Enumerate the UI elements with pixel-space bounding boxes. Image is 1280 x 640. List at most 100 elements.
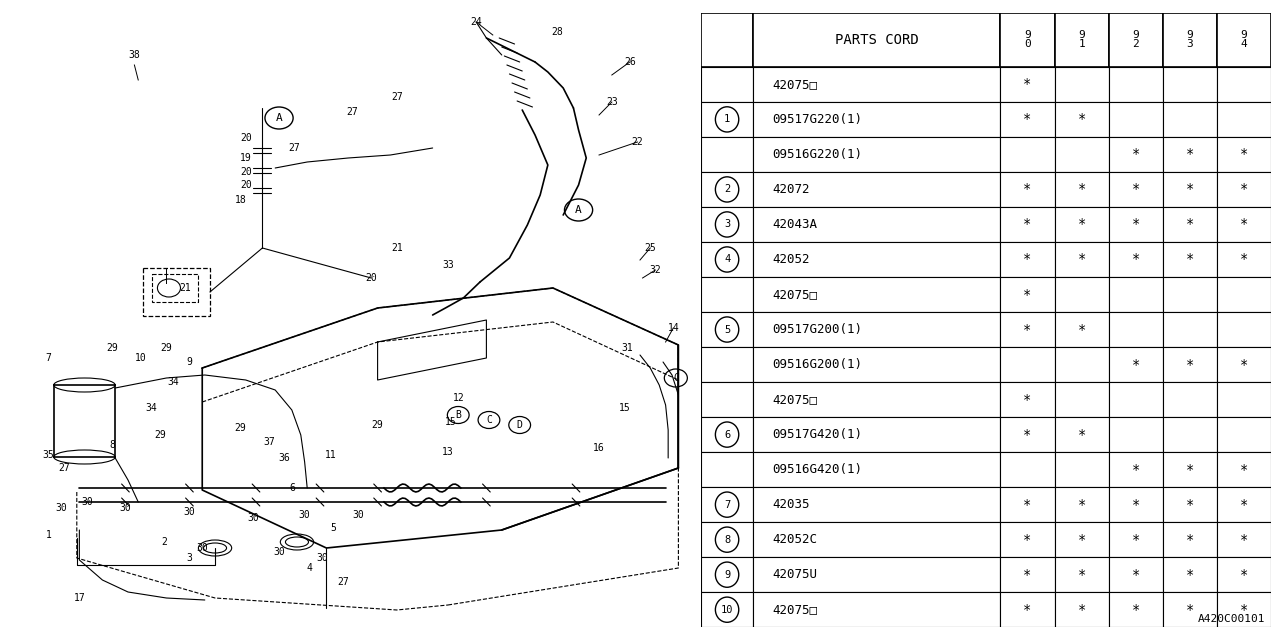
Text: *: * bbox=[1023, 113, 1032, 126]
Text: 30: 30 bbox=[298, 510, 311, 520]
Bar bbox=[1108, 137, 1162, 172]
Bar bbox=[701, 277, 753, 312]
Bar bbox=[1108, 382, 1162, 417]
Text: 42075U: 42075U bbox=[773, 568, 818, 581]
Text: 27: 27 bbox=[390, 92, 403, 102]
Text: *: * bbox=[1185, 532, 1194, 547]
Text: *: * bbox=[1240, 358, 1248, 372]
Text: 29: 29 bbox=[106, 343, 119, 353]
Bar bbox=[753, 13, 1001, 67]
Bar bbox=[701, 312, 753, 347]
Text: 9: 9 bbox=[724, 570, 730, 580]
Bar bbox=[701, 522, 753, 557]
Bar bbox=[1108, 452, 1162, 487]
Bar bbox=[1217, 242, 1271, 277]
Text: *: * bbox=[1185, 498, 1194, 511]
Bar bbox=[701, 242, 753, 277]
Bar bbox=[1162, 452, 1217, 487]
Text: 30: 30 bbox=[55, 503, 68, 513]
Bar bbox=[152, 274, 198, 302]
Text: 42075□: 42075□ bbox=[773, 288, 818, 301]
Text: 27: 27 bbox=[58, 463, 70, 473]
Ellipse shape bbox=[198, 540, 232, 556]
Bar bbox=[701, 172, 753, 207]
Bar bbox=[1162, 347, 1217, 382]
Bar bbox=[1162, 67, 1217, 102]
Circle shape bbox=[716, 247, 739, 272]
Text: *: * bbox=[1023, 532, 1032, 547]
Bar bbox=[753, 312, 1001, 347]
Text: A: A bbox=[275, 113, 283, 123]
Text: 29: 29 bbox=[154, 430, 166, 440]
Bar bbox=[1162, 277, 1217, 312]
Text: *: * bbox=[1132, 182, 1140, 196]
Text: 33: 33 bbox=[442, 260, 454, 270]
Ellipse shape bbox=[204, 543, 227, 553]
Bar bbox=[1055, 242, 1108, 277]
Text: 42043A: 42043A bbox=[773, 218, 818, 231]
Bar bbox=[753, 522, 1001, 557]
Text: *: * bbox=[1185, 603, 1194, 617]
Bar bbox=[701, 417, 753, 452]
Bar bbox=[1108, 347, 1162, 382]
Bar bbox=[1108, 592, 1162, 627]
Bar bbox=[1162, 557, 1217, 592]
Text: 15: 15 bbox=[618, 403, 631, 413]
Bar bbox=[1217, 557, 1271, 592]
Bar bbox=[753, 242, 1001, 277]
Bar bbox=[753, 137, 1001, 172]
Bar bbox=[753, 102, 1001, 137]
Bar bbox=[1055, 347, 1108, 382]
Text: *: * bbox=[1023, 77, 1032, 92]
Bar bbox=[1108, 102, 1162, 137]
Circle shape bbox=[509, 417, 531, 433]
Circle shape bbox=[155, 283, 178, 301]
Text: 9
3: 9 3 bbox=[1187, 31, 1193, 49]
Bar bbox=[1001, 137, 1055, 172]
Bar bbox=[1217, 592, 1271, 627]
Text: 12: 12 bbox=[452, 393, 465, 403]
Bar bbox=[1001, 347, 1055, 382]
Bar bbox=[701, 102, 753, 137]
Bar bbox=[1055, 277, 1108, 312]
Bar bbox=[1055, 13, 1108, 67]
Bar bbox=[1217, 67, 1271, 102]
Bar bbox=[1055, 382, 1108, 417]
Bar bbox=[753, 67, 1001, 102]
Text: 23: 23 bbox=[605, 97, 618, 107]
Bar bbox=[701, 452, 753, 487]
Text: *: * bbox=[1078, 323, 1085, 337]
Text: *: * bbox=[1023, 253, 1032, 266]
Text: 1: 1 bbox=[724, 115, 730, 124]
Text: 8: 8 bbox=[724, 534, 730, 545]
Text: *: * bbox=[1023, 323, 1032, 337]
Bar bbox=[1001, 172, 1055, 207]
Bar bbox=[1055, 102, 1108, 137]
Bar bbox=[1217, 382, 1271, 417]
Text: 30: 30 bbox=[119, 503, 132, 513]
Bar bbox=[701, 67, 753, 102]
Circle shape bbox=[716, 212, 739, 237]
Text: *: * bbox=[1078, 182, 1085, 196]
Bar bbox=[701, 207, 753, 242]
Text: 28: 28 bbox=[550, 27, 563, 37]
Text: 10: 10 bbox=[721, 605, 733, 614]
Bar bbox=[1055, 522, 1108, 557]
Bar bbox=[1055, 487, 1108, 522]
Text: 9
2: 9 2 bbox=[1133, 31, 1139, 49]
Text: *: * bbox=[1078, 428, 1085, 442]
Text: *: * bbox=[1078, 218, 1085, 232]
Text: *: * bbox=[1240, 182, 1248, 196]
Text: 18: 18 bbox=[234, 195, 247, 205]
Text: C: C bbox=[673, 373, 678, 383]
Bar bbox=[1217, 13, 1271, 67]
Text: 38: 38 bbox=[128, 50, 141, 60]
Bar bbox=[1108, 522, 1162, 557]
Ellipse shape bbox=[54, 450, 115, 464]
Bar bbox=[1055, 207, 1108, 242]
Text: 34: 34 bbox=[166, 377, 179, 387]
Bar bbox=[1162, 242, 1217, 277]
Text: A420C00101: A420C00101 bbox=[1198, 614, 1266, 624]
Ellipse shape bbox=[280, 534, 314, 550]
Bar bbox=[1055, 172, 1108, 207]
